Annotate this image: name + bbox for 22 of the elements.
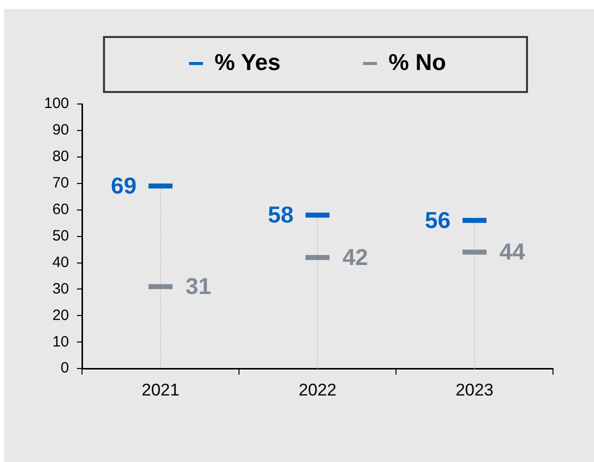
data-label: 58 bbox=[268, 201, 294, 228]
y-tick-label: 50 bbox=[52, 227, 70, 244]
y-tick-label: 70 bbox=[52, 174, 70, 192]
data-label: 44 bbox=[500, 238, 526, 265]
y-tick-label: 10 bbox=[52, 333, 70, 350]
y-tick-label: 90 bbox=[52, 122, 70, 139]
data-label: 42 bbox=[342, 244, 368, 270]
y-tick-label: 30 bbox=[52, 280, 70, 298]
y-tick-label: 60 bbox=[52, 200, 70, 218]
x-tick-label: 2021 bbox=[142, 380, 180, 400]
x-tick-label: 2022 bbox=[298, 380, 336, 400]
y-tick-label: 0 bbox=[60, 360, 70, 377]
y-tick-label: 100 bbox=[44, 95, 70, 112]
data-label: 31 bbox=[186, 272, 212, 299]
y-tick-label: 80 bbox=[52, 148, 70, 166]
legend-label: % Yes bbox=[214, 48, 281, 75]
y-tick-label: 40 bbox=[52, 254, 70, 271]
legend-label: % No bbox=[388, 48, 446, 75]
data-label: 56 bbox=[424, 206, 451, 233]
x-tick-label: 2023 bbox=[456, 380, 494, 400]
data-label: 69 bbox=[110, 172, 137, 198]
y-tick-label: 20 bbox=[52, 306, 70, 324]
